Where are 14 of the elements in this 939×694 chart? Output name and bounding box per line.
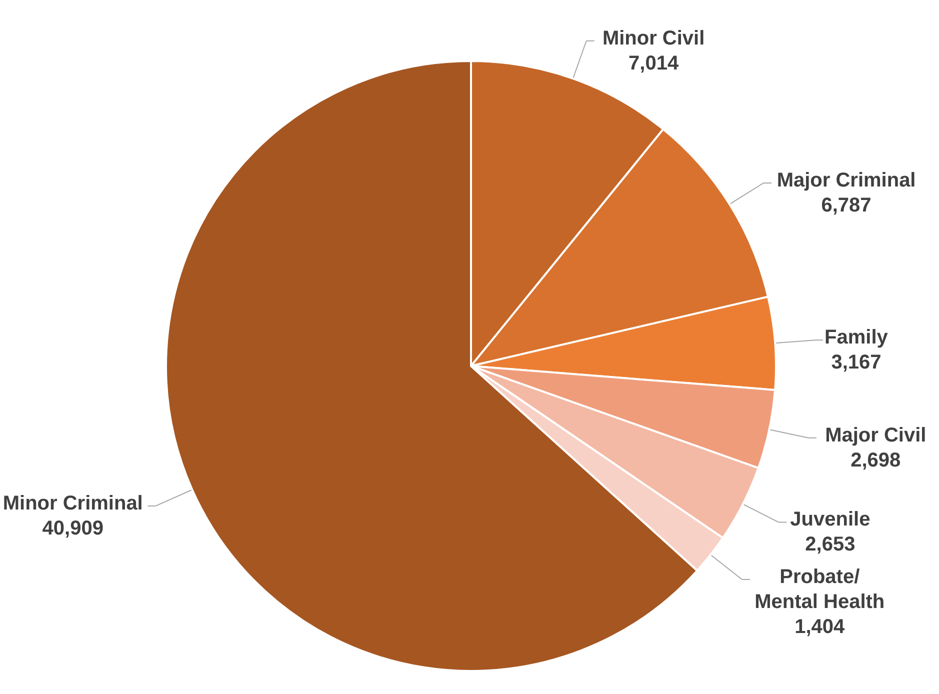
slice-label: Juvenile: [790, 508, 870, 531]
slice-label: Minor Criminal: [2, 492, 143, 514]
slice-label: Minor Civil: [602, 27, 705, 50]
data-label: 3,167: [831, 352, 882, 374]
slice-label: Probate/ Mental Health: [754, 566, 885, 613]
data-label: 40,909: [42, 517, 104, 540]
slice-label: Family: [824, 326, 889, 349]
slice-label: Major Civil: [825, 424, 926, 446]
data-label: 2,653: [805, 534, 856, 556]
data-label: 2,698: [850, 449, 901, 472]
data-label: 6,787: [821, 194, 872, 217]
slice-label: Major Criminal: [776, 170, 916, 192]
data-label: 1,404: [794, 616, 846, 638]
data-label: 7,014: [628, 52, 680, 74]
